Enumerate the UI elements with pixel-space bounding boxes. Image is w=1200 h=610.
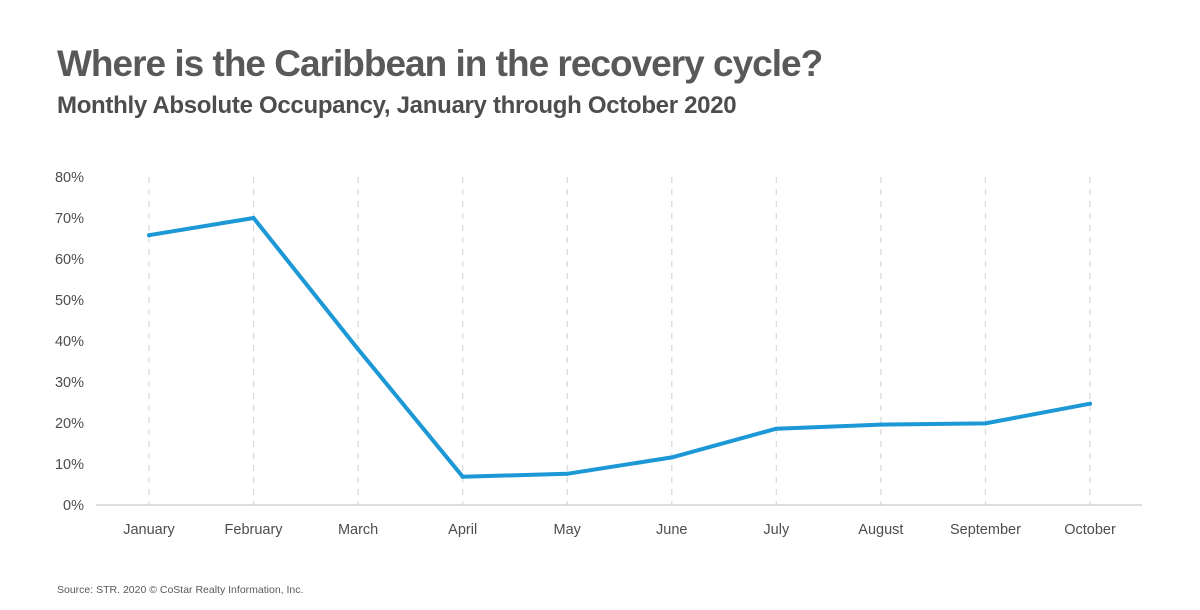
x-tick-label-april: April bbox=[448, 522, 477, 538]
x-tick-label-august: August bbox=[858, 522, 903, 538]
data-point-april bbox=[460, 474, 465, 479]
x-tick-label-june: June bbox=[656, 522, 687, 538]
data-point-june bbox=[669, 455, 674, 460]
data-point-march bbox=[356, 347, 361, 352]
y-tick-label: 70% bbox=[55, 211, 84, 227]
y-tick-label: 0% bbox=[63, 498, 84, 514]
y-tick-label: 50% bbox=[55, 293, 84, 309]
data-point-may bbox=[565, 471, 570, 476]
gridlines bbox=[148, 177, 1091, 505]
x-tick-label-january: January bbox=[123, 522, 175, 538]
data-point-october bbox=[1088, 401, 1092, 406]
y-tick-label: 60% bbox=[55, 252, 84, 268]
source-note: Source: STR. 2020 © CoStar Realty Inform… bbox=[57, 584, 304, 596]
x-tick-label-may: May bbox=[554, 522, 582, 538]
x-tick-label-october: October bbox=[1064, 522, 1116, 538]
series-line-occupancy bbox=[147, 216, 1092, 479]
y-tick-label: 30% bbox=[55, 375, 84, 391]
chart-subtitle: Monthly Absolute Occupancy, January thro… bbox=[57, 92, 737, 119]
x-axis-ticks: January February March April May June July Augu… bbox=[123, 522, 1116, 538]
y-tick-label: 20% bbox=[55, 416, 84, 432]
data-point-september bbox=[983, 421, 988, 426]
y-axis-ticks: 0% 10% 20% 30% 40% 50% 60% 70% 80% bbox=[55, 170, 84, 514]
data-point-january bbox=[147, 233, 151, 238]
data-point-august bbox=[878, 422, 883, 427]
series-layer bbox=[147, 216, 1092, 479]
y-tick-label: 80% bbox=[55, 170, 84, 186]
chart-title: Where is the Caribbean in the recovery c… bbox=[57, 43, 823, 84]
y-tick-label: 10% bbox=[55, 457, 84, 473]
x-tick-label-july: July bbox=[763, 522, 790, 538]
x-tick-label-march: March bbox=[338, 522, 378, 538]
y-tick-label: 40% bbox=[55, 334, 84, 350]
data-point-february bbox=[251, 216, 256, 220]
data-point-july bbox=[774, 426, 779, 431]
x-tick-label-february: February bbox=[225, 522, 284, 538]
x-tick-label-september: September bbox=[950, 522, 1021, 538]
